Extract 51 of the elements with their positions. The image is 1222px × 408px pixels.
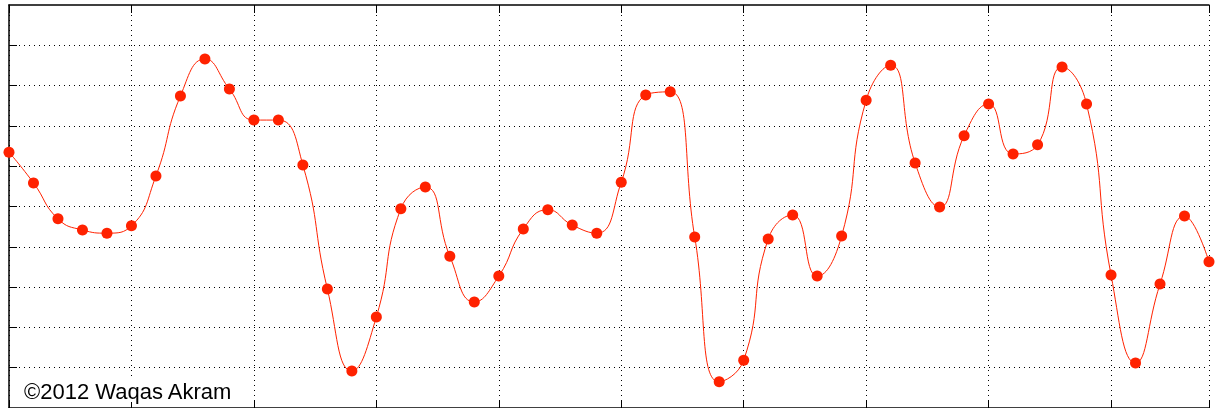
point [738,354,750,366]
point [223,83,235,95]
point [28,177,39,189]
point [297,159,309,171]
point [272,114,284,126]
point [125,220,137,232]
point [689,231,701,243]
point [444,250,456,262]
point [370,311,382,323]
point [1179,210,1191,222]
point [762,233,774,245]
point [787,209,799,221]
point [1130,357,1142,369]
point [640,89,652,101]
point [493,270,505,282]
point [811,270,823,282]
point [101,227,113,239]
point [1154,278,1166,290]
point [150,170,162,182]
point [1105,269,1117,281]
point [174,90,186,102]
point [860,94,872,106]
point [566,219,578,231]
point [395,203,407,215]
point [1081,98,1093,110]
point [909,157,921,169]
point [419,181,431,193]
point [321,283,333,295]
point [517,223,529,235]
point [983,98,995,110]
point [1203,256,1215,268]
point [664,86,676,98]
point [468,296,480,308]
annotation: ©2012 Waqas Akram [24,378,232,404]
point [713,376,725,388]
point [248,114,260,126]
point [1032,139,1044,151]
point [52,213,64,225]
point [958,130,970,142]
point [934,201,946,213]
point [346,365,358,377]
point [885,59,897,71]
point [591,227,603,239]
point [76,224,88,236]
point [199,53,211,65]
point [1007,148,1019,160]
point [542,204,554,216]
point [3,146,15,158]
point [615,176,627,188]
point [836,230,848,242]
point [1056,61,1068,73]
